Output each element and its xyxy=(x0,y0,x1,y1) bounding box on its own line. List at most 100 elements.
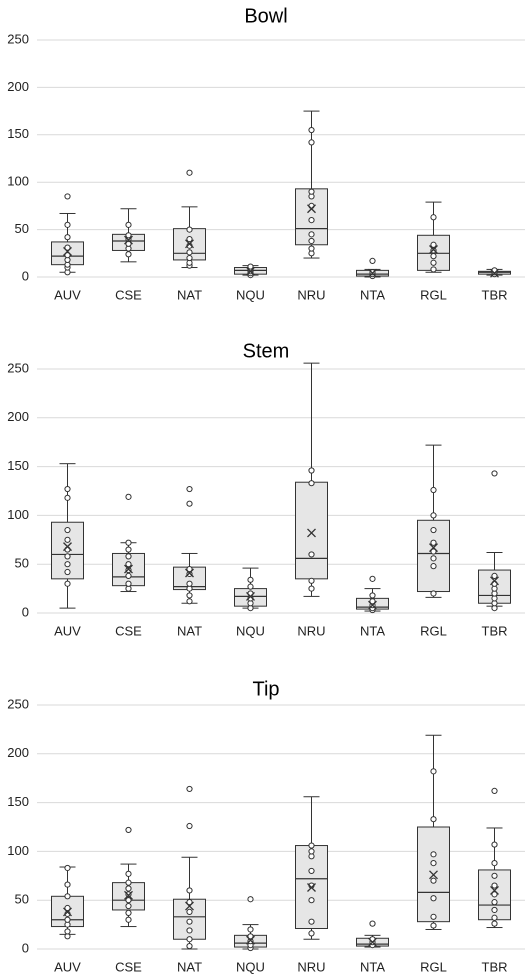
data-point xyxy=(430,266,437,273)
box-nqu xyxy=(234,263,267,279)
mean-marker xyxy=(63,246,72,256)
data-point xyxy=(308,577,315,584)
data-point xyxy=(369,920,376,927)
mean-marker-stroke xyxy=(368,937,377,947)
mean-marker xyxy=(368,600,377,610)
data-point xyxy=(186,899,193,906)
y-tick-label: 250 xyxy=(7,31,29,46)
data-point xyxy=(125,891,132,898)
mean-marker-stroke xyxy=(185,901,194,911)
iqr-box xyxy=(295,481,328,580)
data-point xyxy=(491,470,498,477)
mean-marker-stroke xyxy=(63,246,72,256)
data-point xyxy=(64,904,71,912)
data-point xyxy=(64,494,71,501)
data-point xyxy=(186,936,193,943)
x-category-label: CSE xyxy=(115,959,142,974)
y-tick-label: 0 xyxy=(22,940,29,955)
data-point xyxy=(64,553,71,560)
data-point xyxy=(64,536,71,543)
data-point xyxy=(125,221,132,228)
mean-marker-stroke xyxy=(124,890,133,900)
data-point xyxy=(430,913,437,920)
data-point xyxy=(430,860,437,867)
y-tick-label: 50 xyxy=(15,221,29,236)
box-nta xyxy=(356,920,389,949)
data-point xyxy=(186,169,193,176)
mean-marker xyxy=(429,245,438,254)
data-point xyxy=(186,942,193,950)
data-point xyxy=(308,585,315,592)
data-point xyxy=(369,575,376,582)
y-tick-label: 100 xyxy=(7,174,29,189)
x-category-label: NQU xyxy=(236,959,265,974)
data-point xyxy=(186,918,193,925)
data-point xyxy=(308,918,315,925)
data-point xyxy=(186,887,193,894)
data-point xyxy=(64,916,71,923)
y-tick-label: 100 xyxy=(7,843,29,858)
mean-marker xyxy=(63,542,72,552)
data-point xyxy=(308,897,315,904)
mean-marker-stroke xyxy=(185,239,194,249)
box-cse xyxy=(112,208,145,263)
data-point xyxy=(125,897,132,904)
y-tick-label: 100 xyxy=(7,507,29,522)
data-point xyxy=(491,906,498,914)
x-category-label: CSE xyxy=(115,287,142,302)
mean-marker-stroke xyxy=(246,266,255,276)
data-point xyxy=(430,922,437,929)
mean-marker xyxy=(124,564,133,574)
box-auv xyxy=(51,193,84,276)
mean-marker-stroke xyxy=(490,576,499,586)
data-point xyxy=(308,467,315,474)
chart-title: Bowl xyxy=(244,5,287,27)
mean-marker-stroke xyxy=(246,591,255,601)
y-tick-label: 50 xyxy=(15,892,29,907)
data-point xyxy=(64,193,71,200)
box-nat xyxy=(173,169,206,269)
mean-marker-stroke xyxy=(307,204,316,214)
chart-panel-stem: Stem 0 50 100 150 200 250 AUV CSE NAT NQU NRU NTA RGL… xyxy=(7,340,525,638)
box-nta xyxy=(356,575,389,614)
y-tick-label: 0 xyxy=(22,268,29,283)
box-nta xyxy=(356,257,389,280)
data-point xyxy=(308,551,315,558)
mean-marker-stroke xyxy=(429,870,438,880)
x-category-label: NAT xyxy=(177,623,202,638)
x-category-label: TBR xyxy=(482,623,508,638)
data-point xyxy=(430,512,437,519)
mean-marker-stroke xyxy=(246,935,255,945)
y-tick-label: 150 xyxy=(7,794,29,809)
data-point xyxy=(125,580,132,587)
x-category-label: NQU xyxy=(236,287,265,302)
data-point xyxy=(247,896,254,903)
mean-marker xyxy=(246,935,255,945)
data-point xyxy=(247,263,254,270)
data-point xyxy=(247,583,254,590)
mean-marker xyxy=(490,576,499,586)
data-point xyxy=(430,253,437,260)
data-point xyxy=(64,526,71,534)
data-point xyxy=(186,254,193,262)
data-point xyxy=(125,879,132,886)
data-point xyxy=(64,485,71,493)
mean-marker-stroke xyxy=(185,568,194,578)
y-tick-label: 200 xyxy=(7,745,29,760)
x-category-label: NTA xyxy=(360,287,385,302)
data-point xyxy=(430,563,437,570)
data-point xyxy=(430,768,437,775)
data-point xyxy=(186,580,193,587)
data-point xyxy=(247,926,254,933)
data-point xyxy=(186,598,193,605)
data-point xyxy=(186,927,193,934)
data-point xyxy=(308,139,315,146)
data-point xyxy=(369,592,376,599)
data-point xyxy=(125,566,132,574)
x-category-label: AUV xyxy=(54,959,81,974)
y-tick-label: 200 xyxy=(7,409,29,424)
data-point xyxy=(125,902,132,910)
box-nqu xyxy=(234,896,267,952)
